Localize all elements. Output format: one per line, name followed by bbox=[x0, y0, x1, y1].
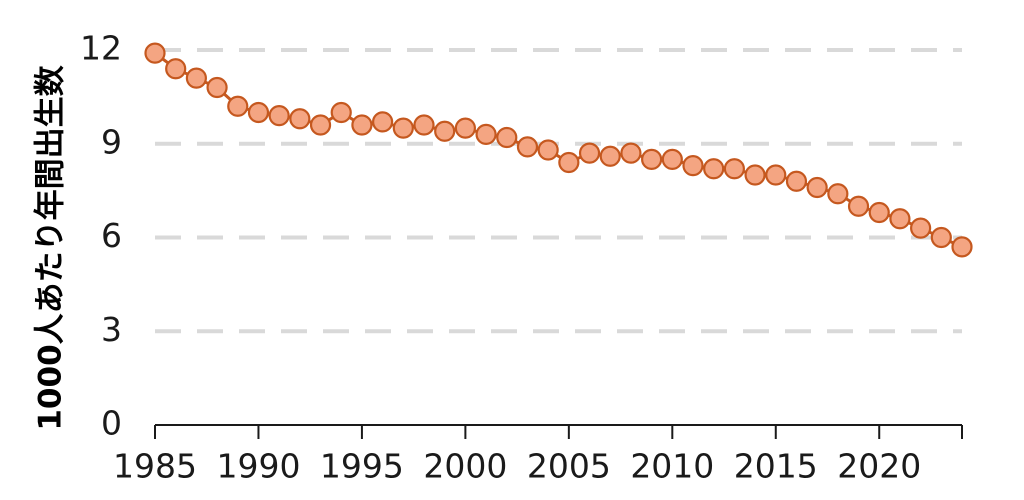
data-points bbox=[144, 42, 973, 258]
data-point bbox=[351, 114, 373, 136]
data-point bbox=[723, 158, 745, 180]
data-point bbox=[309, 114, 332, 136]
x-tick-label: 2005 bbox=[527, 447, 611, 486]
data-point bbox=[641, 148, 663, 170]
data-point bbox=[413, 114, 435, 136]
x-tick-label: 1990 bbox=[216, 447, 300, 486]
data-point bbox=[372, 111, 394, 133]
data-point bbox=[516, 136, 539, 158]
data-point bbox=[744, 164, 766, 186]
data-point bbox=[578, 142, 601, 164]
data-point bbox=[785, 170, 808, 192]
data-point bbox=[910, 217, 932, 239]
data-point bbox=[599, 145, 621, 167]
data-point bbox=[703, 158, 725, 180]
x-tick-label: 2010 bbox=[630, 447, 714, 486]
data-point bbox=[951, 236, 973, 258]
axes bbox=[154, 424, 963, 439]
y-tick-label: 6 bbox=[101, 216, 122, 255]
y-tick-label: 9 bbox=[101, 122, 122, 161]
x-tick-label: 2015 bbox=[734, 447, 818, 486]
data-point bbox=[496, 126, 518, 149]
data-point bbox=[227, 95, 249, 117]
data-point bbox=[268, 105, 290, 127]
data-point bbox=[847, 195, 870, 217]
x-tick-label: 2020 bbox=[837, 447, 921, 486]
data-point bbox=[475, 123, 497, 145]
data-point bbox=[558, 151, 580, 174]
data-point bbox=[661, 148, 683, 170]
data-point bbox=[454, 117, 476, 139]
data-point bbox=[185, 67, 207, 89]
data-point bbox=[206, 76, 228, 99]
x-tick-label: 2000 bbox=[423, 447, 507, 486]
data-point bbox=[868, 201, 890, 224]
data-point bbox=[827, 183, 849, 205]
data-point bbox=[165, 58, 187, 80]
x-tick-label: 1985 bbox=[113, 447, 197, 486]
y-tick-label: 3 bbox=[101, 310, 122, 349]
data-point bbox=[144, 42, 166, 64]
data-point bbox=[930, 226, 952, 249]
data-point bbox=[289, 108, 311, 130]
data-point bbox=[434, 120, 456, 142]
y-tick-label: 0 bbox=[101, 404, 122, 443]
y-axis-label: 1000人あたり年間出生数 bbox=[33, 65, 69, 430]
data-point bbox=[682, 155, 704, 177]
x-tick-label: 1995 bbox=[320, 447, 404, 486]
data-point bbox=[765, 164, 787, 186]
data-point bbox=[889, 208, 911, 230]
data-point bbox=[620, 142, 642, 164]
data-point bbox=[537, 139, 559, 161]
gridlines bbox=[155, 48, 962, 334]
data-point bbox=[392, 117, 414, 139]
y-tick-label: 12 bbox=[80, 29, 122, 68]
data-point bbox=[806, 176, 828, 199]
data-point bbox=[330, 101, 352, 124]
y-tick-labels: 0 3 6 9 12 bbox=[80, 29, 122, 443]
data-point bbox=[247, 101, 270, 124]
x-tick-labels: 1985 1990 1995 2000 2005 2010 2015 2020 bbox=[113, 447, 921, 486]
